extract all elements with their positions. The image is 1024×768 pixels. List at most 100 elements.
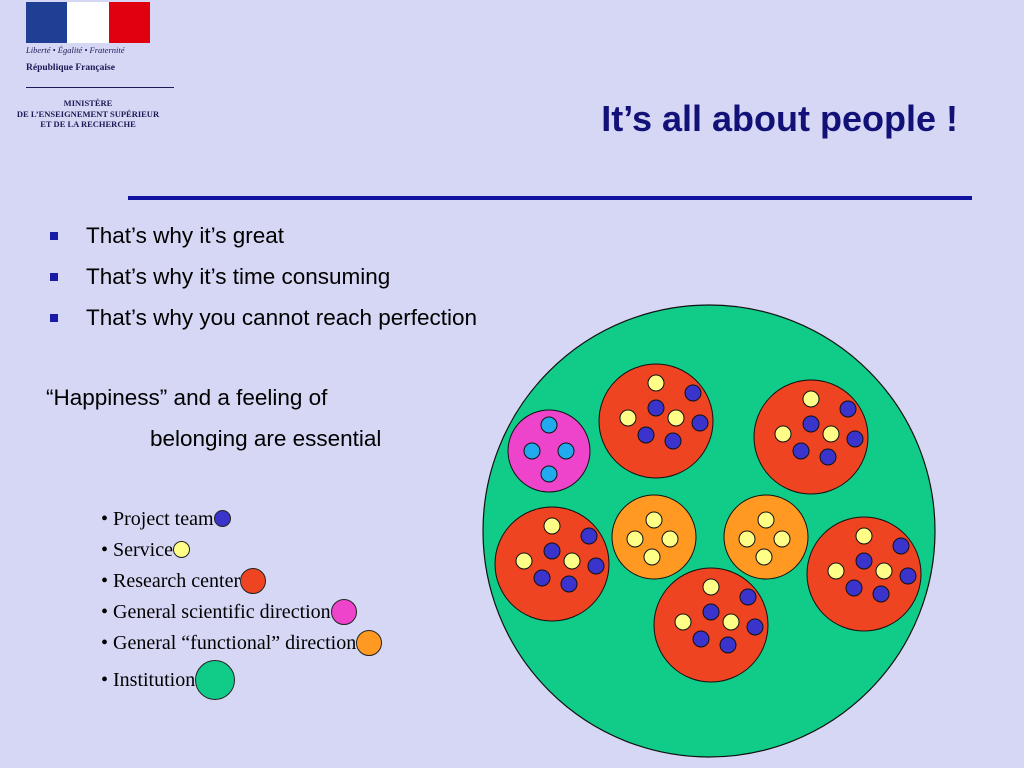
service-circle xyxy=(822,425,840,443)
project-team-circle xyxy=(719,636,737,654)
service-circle xyxy=(667,409,685,427)
service-circle xyxy=(757,511,775,529)
square-bullet-icon xyxy=(50,273,58,281)
service-circle xyxy=(855,527,873,545)
project-team-circle xyxy=(872,585,890,603)
project-team-circle xyxy=(692,630,710,648)
logo-divider xyxy=(26,87,174,88)
service-circle xyxy=(543,517,561,535)
ministere-line-3: ET DE LA RECHERCHE xyxy=(40,119,136,129)
research-center-circle xyxy=(806,516,922,632)
happiness-line-1: “Happiness” and a feeling of xyxy=(46,385,328,410)
project-team-circle xyxy=(702,603,720,621)
service-circle xyxy=(738,530,756,548)
service-circle xyxy=(563,552,581,570)
scientific-team-circle xyxy=(540,465,558,483)
project-team-circle xyxy=(792,442,810,460)
service-circle xyxy=(674,613,692,631)
project-team-circle xyxy=(845,579,863,597)
research-center-circle xyxy=(494,506,610,622)
project-team-circle xyxy=(846,430,864,448)
project-team-circle xyxy=(533,569,551,587)
research-center-circle xyxy=(653,567,769,683)
legend-item: • Research center xyxy=(101,565,382,596)
service-circle xyxy=(802,390,820,408)
square-bullet-icon xyxy=(50,232,58,240)
scientific-direction-circle xyxy=(507,409,591,493)
service-circle xyxy=(619,409,637,427)
legend-circle-icon xyxy=(356,629,383,656)
service-circle xyxy=(661,530,679,548)
legend-label: • Project team xyxy=(101,507,214,530)
project-team-circle xyxy=(647,399,665,417)
project-team-circle xyxy=(839,400,857,418)
square-bullet-icon xyxy=(50,314,58,322)
project-team-circle xyxy=(899,567,917,585)
bullet-text: That’s why it’s great xyxy=(86,223,285,248)
legend-item: • General “functional” direction xyxy=(101,627,383,658)
project-team-circle xyxy=(892,537,910,555)
scientific-team-circle xyxy=(523,442,541,460)
republique-francaise-logo: Liberté • Égalité • Fraternité Républiqu… xyxy=(0,0,178,140)
service-circle xyxy=(827,562,845,580)
service-circle xyxy=(515,552,533,570)
bullet-item: That’s why it’s great xyxy=(46,220,477,261)
legend-item: • General scientific direction xyxy=(101,596,382,627)
scientific-team-circle xyxy=(540,416,558,434)
legend-circle-icon xyxy=(195,659,236,700)
happiness-line-2: belonging are essential xyxy=(150,426,382,451)
legend-label: • General “functional” direction xyxy=(101,631,357,654)
project-team-circle xyxy=(580,527,598,545)
legend-item: • Project team xyxy=(101,503,382,534)
research-center-circle xyxy=(753,379,869,495)
legend: • Project team • Service • Research center… xyxy=(101,503,383,700)
legend-circle-icon xyxy=(240,567,267,594)
research-center-circle xyxy=(598,363,714,479)
bullet-text: That’s why it’s time consuming xyxy=(86,264,391,289)
service-circle xyxy=(773,530,791,548)
service-circle xyxy=(647,374,665,392)
project-team-circle xyxy=(746,618,764,636)
legend-item: • Institution xyxy=(101,659,382,700)
legend-item: • Service xyxy=(101,534,382,565)
project-team-circle xyxy=(739,588,757,606)
ministere-line-1: MINISTÈRE xyxy=(63,98,113,108)
service-circle xyxy=(643,548,661,566)
logo-republique: République Française xyxy=(26,63,115,73)
legend-circle-icon xyxy=(213,510,231,527)
marianne-flag-icon xyxy=(26,2,150,43)
legend-label: • Institution xyxy=(101,668,196,691)
project-team-circle xyxy=(587,557,605,575)
service-circle xyxy=(774,425,792,443)
bullet-item: That’s why you cannot reach perfection xyxy=(46,302,477,343)
legend-label: • Research center xyxy=(101,569,241,592)
title-underline xyxy=(128,196,972,200)
functional-direction-circle xyxy=(611,494,697,580)
project-team-circle xyxy=(543,542,561,560)
project-team-circle xyxy=(802,415,820,433)
functional-direction-circle xyxy=(723,494,809,580)
service-circle xyxy=(722,613,740,631)
project-team-circle xyxy=(637,426,655,444)
project-team-circle xyxy=(664,432,682,450)
bullet-item: That’s why it’s time consuming xyxy=(46,261,477,302)
scientific-team-circle xyxy=(557,442,575,460)
legend-circle-icon xyxy=(172,541,190,558)
project-team-circle xyxy=(684,384,702,402)
service-circle xyxy=(702,578,720,596)
service-circle xyxy=(626,530,644,548)
bullet-list: That’s why it’s great That’s why it’s ti… xyxy=(46,220,477,343)
legend-circle-icon xyxy=(330,598,357,625)
ministere-line-2: DE L’ENSEIGNEMENT SUPÉRIEUR xyxy=(16,108,160,119)
legend-label: • Service xyxy=(101,538,173,561)
service-circle xyxy=(875,562,893,580)
service-circle xyxy=(755,548,773,566)
project-team-circle xyxy=(855,552,873,570)
slide-title: It’s all about people ! xyxy=(601,98,958,139)
logo-ministere: MINISTÈRE DE L’ENSEIGNEMENT SUPÉRIEUR ET… xyxy=(0,98,176,130)
legend-label: • General scientific direction xyxy=(101,600,331,623)
bullet-text: That’s why you cannot reach perfection xyxy=(86,305,478,330)
service-circle xyxy=(645,511,663,529)
logo-motto: Liberté • Égalité • Fraternité xyxy=(26,45,125,55)
